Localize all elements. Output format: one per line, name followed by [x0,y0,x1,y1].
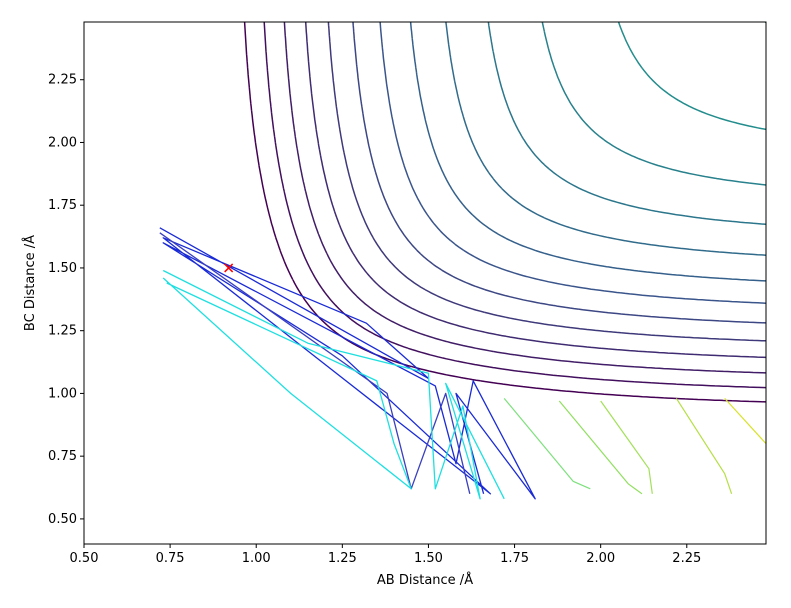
contour-level [617,22,766,131]
x-tick-label: 1.25 [328,551,357,566]
x-axis-ticks: 0.50 0.75 1.00 1.25 1.50 1.75 2.00 2.25 [70,544,701,566]
x-tick-label: 1.00 [242,551,271,566]
vibration-line [558,400,643,495]
vibration-line [600,400,653,494]
x-axis-label: AB Distance /Å [377,572,473,588]
y-tick-label: 2.00 [48,135,77,150]
trajectory-lines [159,227,766,500]
contour-level [487,22,766,226]
start-marker [224,263,234,273]
y-tick-label: 1.50 [48,261,77,276]
y-tick-label: 0.75 [48,449,77,464]
vibration-line [724,397,766,445]
contour-level [352,22,766,324]
contour-level [327,22,766,342]
contour-level [304,22,766,359]
y-axis-ticks: 0.50 0.75 1.00 1.25 1.50 1.75 2.00 2.25 [48,73,84,527]
trajectory-line [162,277,412,490]
trajectory-line [159,227,536,500]
marker-x-stroke [224,263,234,273]
contour-level [263,22,766,389]
contour-level [283,22,766,374]
trajectory-line [162,269,505,500]
y-tick-label: 1.00 [48,386,77,401]
vibration-line [675,398,733,494]
y-tick-label: 2.25 [48,73,77,88]
x-tick-label: 1.50 [414,551,443,566]
contour-level [379,22,766,304]
x-tick-label: 0.50 [70,551,99,566]
vibration-line [503,398,591,490]
y-tick-label: 1.25 [48,324,77,339]
contour-level [541,22,766,186]
y-tick-label: 0.50 [48,512,77,527]
x-tick-label: 2.25 [672,551,701,566]
y-axis-label: BC Distance /Å [22,235,38,331]
contour-level [243,22,766,403]
contour-level [445,22,766,256]
plot-frame [83,21,767,545]
contour-level [409,22,766,282]
x-tick-label: 1.75 [500,551,529,566]
contour-lines [243,22,766,403]
x-tick-label: 2.00 [586,551,615,566]
x-tick-label: 0.75 [156,551,185,566]
y-tick-label: 1.75 [48,198,77,213]
